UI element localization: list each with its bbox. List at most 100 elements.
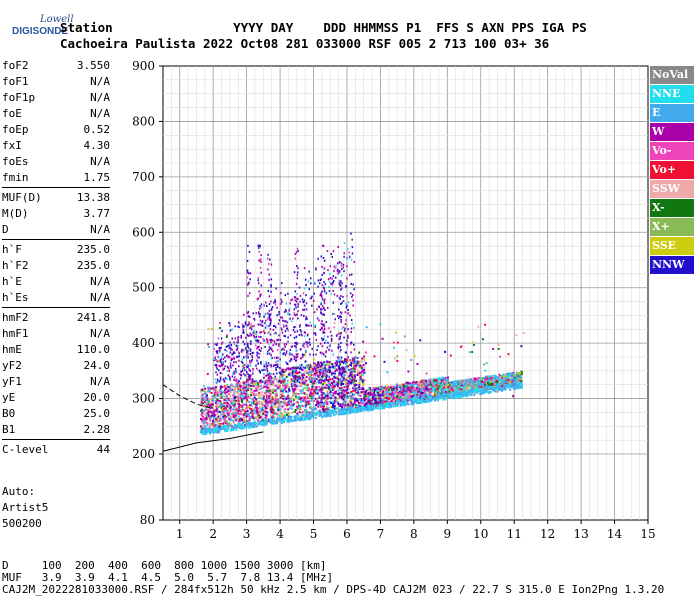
data-point (415, 383, 418, 386)
data-point (341, 380, 344, 383)
data-point (203, 422, 206, 425)
x-tick-label: 5 (310, 527, 318, 541)
data-point (485, 391, 488, 394)
data-point (201, 429, 204, 432)
data-point (209, 416, 212, 419)
data-point (403, 392, 406, 395)
data-point (461, 384, 464, 387)
data-point (200, 402, 203, 405)
data-point (262, 418, 265, 421)
data-point (268, 383, 271, 386)
data-point (241, 400, 244, 403)
data-point (302, 388, 305, 391)
data-point (234, 408, 237, 411)
data-point (465, 384, 468, 387)
param-value: 1.75 (83, 171, 111, 184)
data-point (296, 409, 299, 412)
data-point (305, 393, 308, 396)
data-point (228, 393, 231, 396)
data-point (396, 394, 399, 397)
param-key: yF1 (2, 375, 22, 388)
data-point (230, 383, 233, 386)
data-point (221, 427, 224, 430)
data-point (269, 409, 272, 412)
data-point (270, 402, 273, 405)
data-point (243, 419, 246, 422)
data-point (293, 397, 296, 400)
data-point (300, 411, 303, 414)
data-point (478, 378, 481, 381)
data-point (222, 422, 225, 425)
data-point (299, 364, 302, 367)
data-point (257, 394, 260, 397)
data-point (438, 384, 441, 387)
data-point (356, 404, 359, 407)
data-point (384, 404, 387, 407)
data-point (499, 377, 502, 380)
data-point (218, 399, 221, 402)
data-point (252, 402, 255, 405)
data-point (272, 396, 275, 399)
data-point (272, 387, 275, 390)
data-point (217, 415, 220, 418)
data-point (285, 398, 288, 401)
data-point (255, 409, 258, 412)
data-point (361, 379, 364, 382)
data-point (311, 406, 314, 409)
data-point (324, 408, 327, 411)
data-point (470, 379, 473, 382)
data-point (320, 394, 323, 397)
data-point (398, 397, 401, 400)
data-point (412, 394, 415, 397)
data-point (272, 415, 275, 418)
data-point (282, 386, 285, 389)
data-point (331, 394, 334, 397)
data-point (344, 363, 347, 366)
data-point (467, 385, 470, 388)
data-point (399, 386, 402, 389)
data-point (258, 381, 261, 384)
data-point (209, 423, 212, 426)
data-point (273, 403, 276, 406)
data-point (344, 397, 347, 400)
data-point (323, 393, 326, 396)
data-point (209, 432, 212, 435)
data-point (201, 412, 204, 415)
data-point (484, 377, 487, 380)
data-point (284, 412, 287, 415)
data-point (333, 376, 336, 379)
data-point (404, 388, 407, 391)
data-point (358, 386, 361, 389)
data-point (460, 381, 463, 384)
data-point (398, 396, 401, 399)
data-point (439, 387, 442, 390)
data-point (213, 392, 216, 395)
data-point (209, 401, 212, 404)
data-point (235, 408, 238, 411)
data-point (243, 384, 246, 387)
data-point (267, 379, 270, 382)
data-point (427, 400, 430, 403)
data-point (340, 387, 343, 390)
data-point (329, 400, 332, 403)
data-point (286, 383, 289, 386)
data-point (483, 381, 486, 384)
data-point (421, 379, 424, 382)
data-point (301, 416, 304, 419)
data-point (205, 402, 208, 405)
data-point (439, 379, 442, 382)
data-point (376, 399, 379, 402)
data-point (200, 409, 203, 412)
data-point (495, 379, 498, 382)
x-tick-label: 13 (573, 527, 588, 541)
data-point (424, 391, 427, 394)
data-point (372, 398, 375, 401)
data-point (268, 391, 271, 394)
data-point (286, 397, 289, 400)
data-point (252, 422, 255, 425)
data-point (364, 394, 367, 397)
data-point (345, 379, 348, 382)
data-point (240, 392, 243, 395)
data-point (518, 382, 521, 385)
param-value: N/A (90, 275, 110, 288)
